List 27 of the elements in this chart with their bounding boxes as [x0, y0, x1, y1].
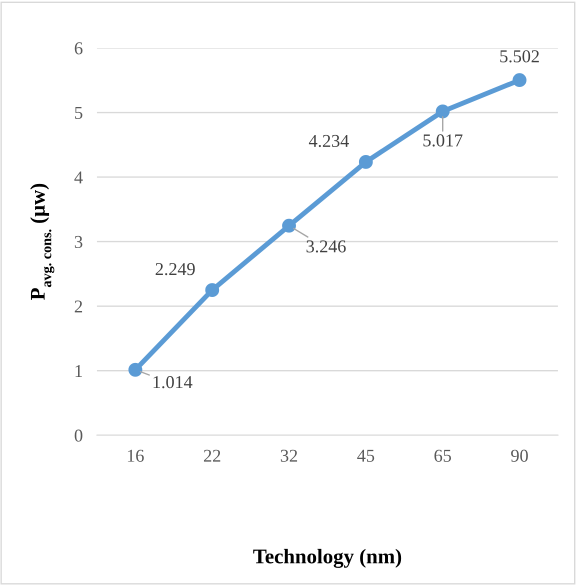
point [436, 104, 450, 118]
x-tick-label: 65 [434, 450, 452, 462]
data-label: 1.014 [154, 376, 192, 388]
x-tick-label: 32 [280, 450, 298, 462]
point [358, 155, 373, 169]
point [205, 283, 220, 298]
y-axis-title: Pavg. cons. (µw) [30, 184, 54, 300]
data-label: 5.502 [500, 50, 539, 62]
x-tick-label: 90 [511, 450, 528, 462]
point [128, 362, 142, 377]
y-tick-label: 6 [74, 42, 83, 54]
data-label: 4.234 [308, 134, 349, 148]
y-tick-label: 3 [74, 236, 82, 248]
y-tick-label: 1 [76, 365, 82, 377]
x-axis-title: Technology (nm) [253, 548, 402, 568]
y-tick-label: 5 [75, 106, 82, 119]
data-label: 5.017 [423, 134, 462, 147]
point [512, 73, 526, 88]
y-tick-label: 4 [74, 171, 83, 184]
x-tick-label: 16 [128, 450, 144, 462]
y-tick-label: 2 [74, 300, 82, 312]
data-label: 3.246 [306, 240, 346, 253]
data-label: 2.249 [156, 263, 195, 276]
x-tick-label: 45 [357, 450, 374, 462]
point [282, 218, 296, 233]
y-tick-label: 0 [74, 429, 82, 442]
x-tick-label: 22 [204, 450, 220, 462]
